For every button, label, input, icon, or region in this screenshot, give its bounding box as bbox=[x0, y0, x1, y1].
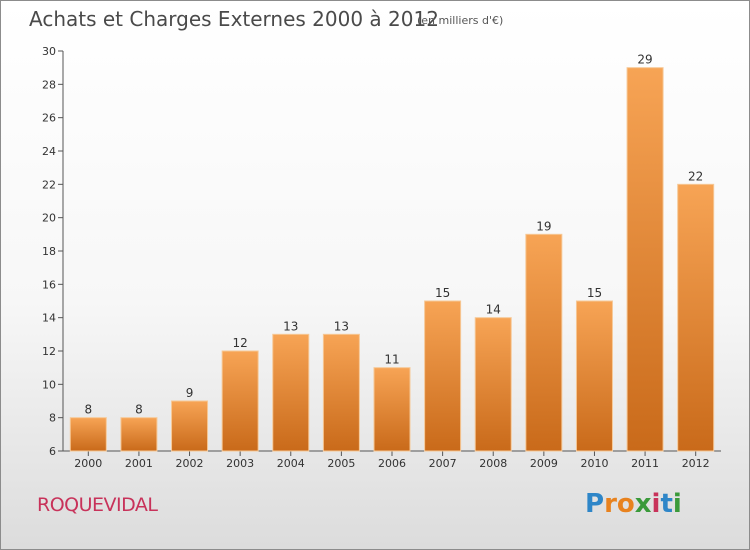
x-tick-label-2000: 2000 bbox=[74, 457, 102, 470]
bar-2012[interactable] bbox=[677, 183, 715, 452]
bar-2007[interactable] bbox=[424, 300, 462, 452]
y-tick-label: 16 bbox=[42, 278, 56, 291]
y-tick-label: 18 bbox=[42, 245, 56, 258]
logo-letter: i bbox=[672, 489, 682, 519]
bar-2000[interactable] bbox=[69, 417, 107, 452]
x-tick-label-2006: 2006 bbox=[378, 457, 406, 470]
logo-letter: o bbox=[616, 489, 635, 519]
data-label-2008: 14 bbox=[486, 303, 501, 317]
logo-letter: t bbox=[660, 489, 673, 519]
bar-2010[interactable] bbox=[575, 300, 613, 452]
bar-2002[interactable] bbox=[171, 400, 209, 452]
commune-name: ROQUEVIDAL bbox=[37, 494, 158, 516]
x-tick-label-2004: 2004 bbox=[277, 457, 305, 470]
x-tick-label-2005: 2005 bbox=[327, 457, 355, 470]
logo-letter: P bbox=[585, 489, 605, 519]
data-label-2005: 13 bbox=[334, 319, 349, 333]
bar-2009[interactable] bbox=[525, 233, 563, 452]
chart-title: Achats et Charges Externes 2000 à 2012 bbox=[29, 7, 439, 31]
y-tick-label: 14 bbox=[42, 312, 56, 325]
bar-2011[interactable] bbox=[626, 67, 664, 452]
x-tick-label-2003: 2003 bbox=[226, 457, 254, 470]
y-tick-label: 20 bbox=[42, 212, 56, 225]
y-tick-label: 26 bbox=[42, 112, 56, 125]
y-tick-label: 28 bbox=[42, 78, 56, 91]
data-label-2001: 8 bbox=[135, 403, 143, 417]
x-tick-label-2001: 2001 bbox=[125, 457, 153, 470]
data-label-2012: 22 bbox=[688, 169, 703, 183]
bar-2001[interactable] bbox=[120, 417, 158, 452]
x-tick-label-2008: 2008 bbox=[479, 457, 507, 470]
data-label-2002: 9 bbox=[186, 386, 194, 400]
y-tick-label: 12 bbox=[42, 345, 56, 358]
y-tick-label: 8 bbox=[49, 412, 56, 425]
logo-letter: r bbox=[604, 489, 617, 519]
y-tick-label: 6 bbox=[49, 445, 56, 458]
x-tick-label-2002: 2002 bbox=[176, 457, 204, 470]
y-tick-label: 30 bbox=[42, 45, 56, 58]
bar-2004[interactable] bbox=[272, 333, 310, 452]
data-label-2006: 11 bbox=[384, 353, 399, 367]
y-tick-label: 22 bbox=[42, 178, 56, 191]
x-tick-label-2012: 2012 bbox=[682, 457, 710, 470]
y-tick-label: 10 bbox=[42, 378, 56, 391]
unit-label: (en milliers d'€) bbox=[417, 14, 504, 27]
x-tick-label-2007: 2007 bbox=[429, 457, 457, 470]
proxiti-logo[interactable]: Proxiti bbox=[585, 489, 682, 519]
data-label-2007: 15 bbox=[435, 286, 450, 300]
x-tick-label-2011: 2011 bbox=[631, 457, 659, 470]
bar-2005[interactable] bbox=[322, 333, 360, 452]
data-label-2004: 13 bbox=[283, 319, 298, 333]
data-label-2011: 29 bbox=[637, 53, 652, 67]
x-tick-label-2010: 2010 bbox=[580, 457, 608, 470]
bar-2006[interactable] bbox=[373, 367, 411, 452]
x-tick-label-2009: 2009 bbox=[530, 457, 558, 470]
bar-2003[interactable] bbox=[221, 350, 259, 452]
data-label-2000: 8 bbox=[84, 403, 92, 417]
data-label-2003: 12 bbox=[233, 336, 248, 350]
y-tick-label: 24 bbox=[42, 145, 56, 158]
data-label-2009: 19 bbox=[536, 219, 551, 233]
logo-letter: i bbox=[651, 489, 661, 519]
logo-letter: x bbox=[634, 489, 652, 519]
data-label-2010: 15 bbox=[587, 286, 602, 300]
bar-2008[interactable] bbox=[474, 317, 512, 452]
